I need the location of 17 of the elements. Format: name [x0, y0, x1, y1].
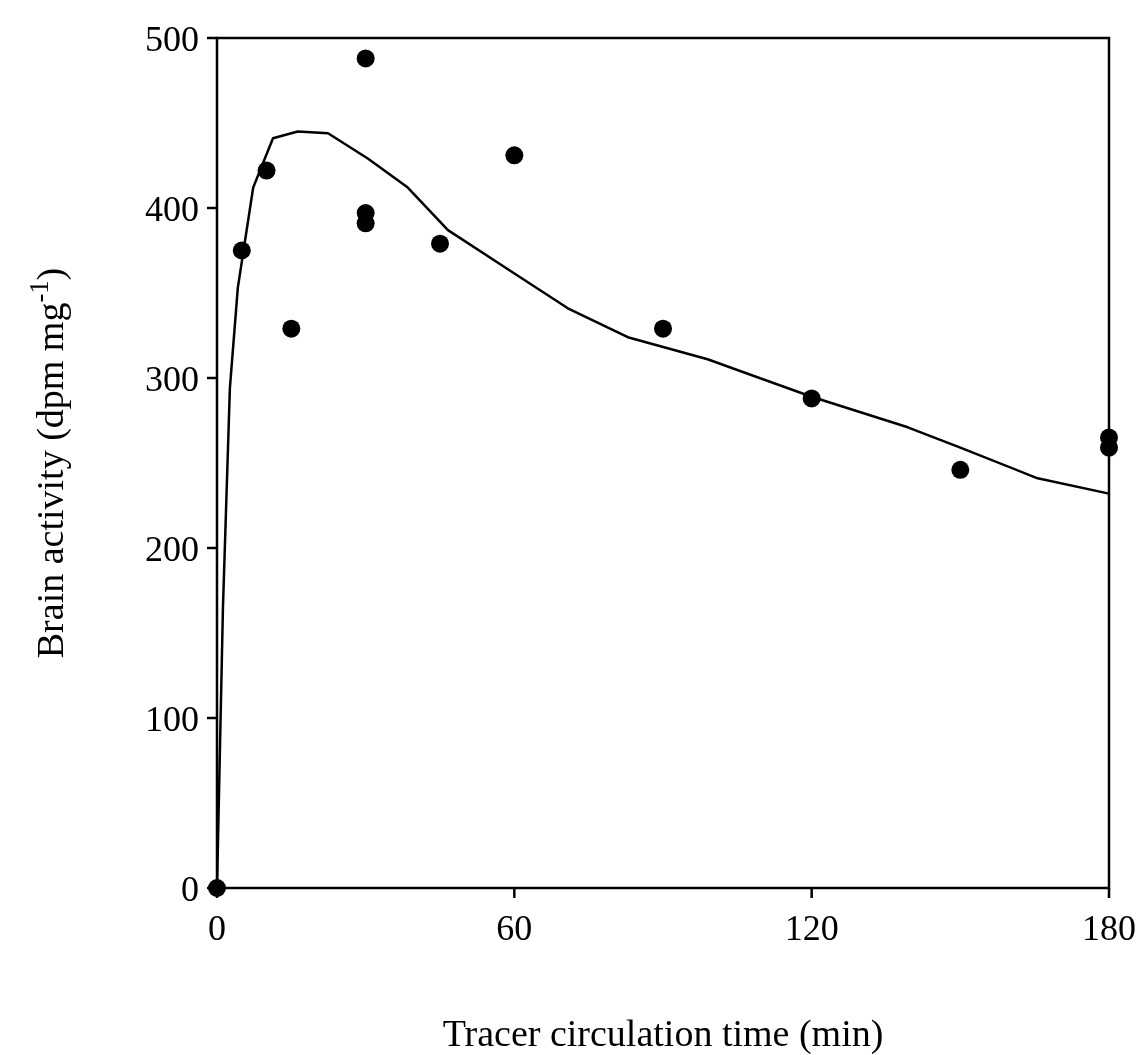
x-axis-title: Tracer circulation time (min): [442, 1012, 884, 1055]
x-tick-label: 0: [208, 908, 226, 948]
point: [505, 146, 524, 165]
point: [654, 319, 672, 338]
y-tick-label: 400: [145, 188, 199, 229]
point: [431, 234, 449, 253]
x-tick-label: 120: [784, 908, 839, 948]
point: [356, 49, 375, 68]
y-tick-label: 100: [145, 698, 199, 739]
point: [282, 319, 301, 338]
x-tick-label: 180: [1082, 908, 1136, 948]
y-tick-label: 0: [181, 868, 199, 909]
x-tick-label: 60: [496, 908, 533, 948]
point: [951, 460, 970, 479]
y-tick-label: 300: [145, 358, 199, 399]
y-tick-label: 500: [145, 18, 199, 59]
y-tick-label: 200: [145, 528, 199, 569]
